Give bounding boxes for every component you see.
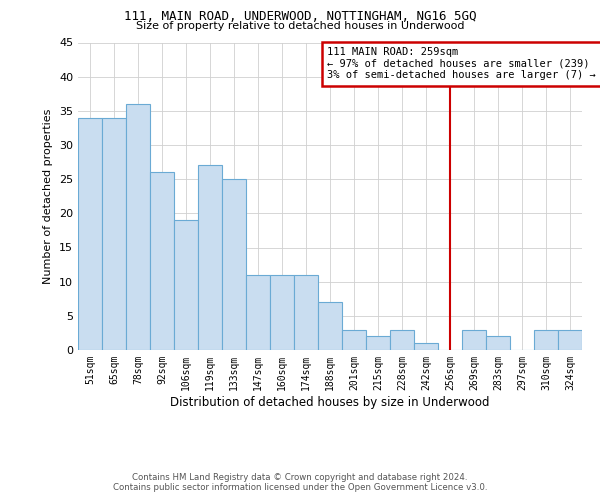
Bar [462,330,486,350]
Bar [174,220,198,350]
Bar [198,166,222,350]
Bar [150,172,174,350]
Bar [414,343,438,350]
Bar [270,275,294,350]
Text: 111, MAIN ROAD, UNDERWOOD, NOTTINGHAM, NG16 5GQ: 111, MAIN ROAD, UNDERWOOD, NOTTINGHAM, N… [124,10,476,23]
Text: Contains HM Land Registry data © Crown copyright and database right 2024.
Contai: Contains HM Land Registry data © Crown c… [113,473,487,492]
Text: Size of property relative to detached houses in Underwood: Size of property relative to detached ho… [136,21,464,31]
Y-axis label: Number of detached properties: Number of detached properties [43,108,53,284]
Bar [78,118,102,350]
Bar [318,302,342,350]
Bar [222,179,246,350]
Bar [534,330,558,350]
Bar [126,104,150,350]
Bar [246,275,270,350]
X-axis label: Distribution of detached houses by size in Underwood: Distribution of detached houses by size … [170,396,490,408]
Bar [558,330,582,350]
Bar [390,330,414,350]
Bar [294,275,318,350]
Bar [342,330,366,350]
Bar [366,336,390,350]
Text: 111 MAIN ROAD: 259sqm
← 97% of detached houses are smaller (239)
3% of semi-deta: 111 MAIN ROAD: 259sqm ← 97% of detached … [328,47,596,80]
Bar [102,118,126,350]
Bar [486,336,510,350]
